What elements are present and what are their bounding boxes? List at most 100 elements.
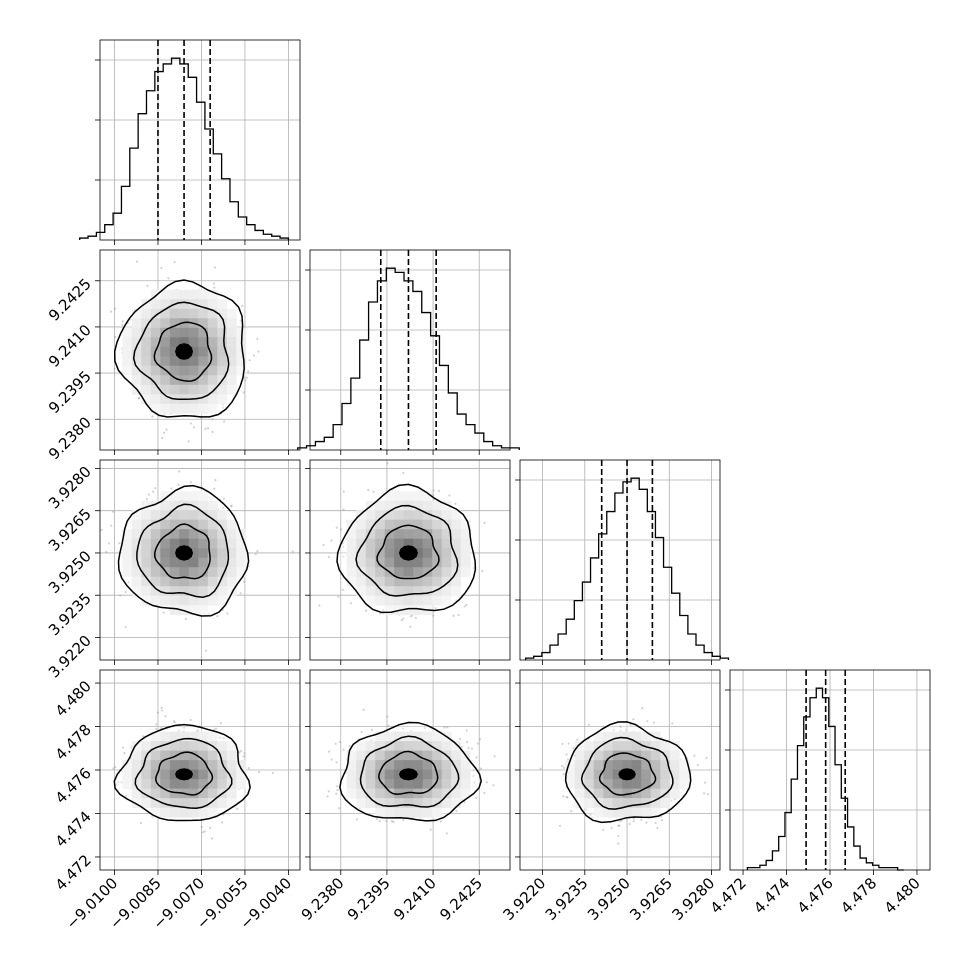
density-cell xyxy=(131,356,142,367)
density-cell xyxy=(150,807,161,818)
contour-line xyxy=(132,301,230,401)
density-cell xyxy=(413,491,424,502)
y-tick-label: 3.9280 xyxy=(45,463,95,513)
sample-point xyxy=(110,524,113,527)
density-cell xyxy=(432,731,443,742)
sample-point xyxy=(318,604,321,607)
density-cell xyxy=(451,576,462,587)
density-cell xyxy=(384,586,395,597)
sample-point xyxy=(222,813,225,816)
density-cell xyxy=(413,567,424,578)
density-cell xyxy=(188,750,199,761)
density-cell xyxy=(422,779,433,789)
sample-point xyxy=(119,594,122,597)
density-cell xyxy=(432,798,443,808)
density-cell xyxy=(150,318,161,329)
sample-point xyxy=(182,726,186,729)
density-cell xyxy=(356,519,367,530)
sample-point xyxy=(618,725,621,728)
density-cell xyxy=(131,741,142,751)
density-cell xyxy=(236,760,247,770)
density-cell xyxy=(160,394,171,405)
density-cell xyxy=(141,557,152,568)
density-cell xyxy=(207,510,218,521)
sample-point xyxy=(127,581,130,584)
density-cell xyxy=(460,519,471,530)
sample-point xyxy=(617,842,620,845)
density-cell xyxy=(650,769,661,780)
sample-point xyxy=(705,756,708,759)
density-cell xyxy=(603,769,614,780)
sample-point xyxy=(334,742,337,745)
density-cell xyxy=(179,779,190,789)
density-cell xyxy=(451,538,462,549)
density-cell xyxy=(169,529,180,540)
density-cell xyxy=(451,510,462,521)
density-cell xyxy=(603,731,614,742)
density-cell xyxy=(593,750,604,761)
sample-point xyxy=(485,781,488,784)
sample-point xyxy=(242,391,245,394)
density-cell xyxy=(451,586,462,597)
density-cell xyxy=(131,375,142,386)
density-cell xyxy=(432,576,443,587)
density-cell xyxy=(217,318,228,329)
density-cell xyxy=(122,548,133,559)
density-cell xyxy=(394,798,405,808)
density-cell xyxy=(403,576,414,587)
density-cell xyxy=(198,788,209,799)
panel-frame xyxy=(99,39,301,241)
sample-point xyxy=(566,758,570,761)
density-cell xyxy=(188,605,199,616)
density-cell xyxy=(451,760,462,770)
density-cell xyxy=(422,491,433,502)
sample-point xyxy=(617,824,620,827)
density-cell xyxy=(441,538,452,549)
density-cell xyxy=(179,741,190,751)
density-cell xyxy=(131,557,142,568)
density-cell xyxy=(413,741,424,751)
density-cell xyxy=(394,519,405,530)
density-cell xyxy=(169,403,180,414)
sample-point xyxy=(213,487,216,490)
density-cell xyxy=(432,595,443,606)
density-cell xyxy=(394,750,405,761)
density-cell xyxy=(169,519,180,530)
density-cell xyxy=(403,741,414,751)
density-cell xyxy=(236,356,247,367)
sample-point xyxy=(326,795,329,798)
density-cell xyxy=(375,750,386,761)
density-cell xyxy=(669,750,680,761)
density-cell xyxy=(150,576,161,587)
contour-core xyxy=(175,343,194,360)
density-cell xyxy=(198,356,209,367)
sample-point xyxy=(189,718,192,722)
sample-point xyxy=(124,625,127,629)
sample-point xyxy=(211,430,214,433)
density-cell xyxy=(179,750,190,761)
sample-point xyxy=(145,498,149,501)
x-tick-label: 4.472 xyxy=(707,874,750,917)
sample-point xyxy=(209,826,212,829)
sample-point xyxy=(693,754,696,757)
density-cell xyxy=(141,308,152,319)
density-cell xyxy=(441,779,452,789)
sample-point xyxy=(243,752,246,755)
density-cell xyxy=(622,807,633,818)
density-cell xyxy=(226,308,237,319)
density-cell xyxy=(641,760,652,770)
density-cell xyxy=(169,365,180,376)
sample-point xyxy=(121,746,125,749)
density-cell xyxy=(141,327,152,338)
density-cell xyxy=(131,346,142,357)
sample-point xyxy=(445,832,448,835)
density-cell xyxy=(432,741,443,751)
density-cell xyxy=(141,529,152,540)
density-cell xyxy=(365,750,376,761)
density-cell xyxy=(131,337,142,348)
sample-point xyxy=(172,720,176,723)
density-cell xyxy=(179,327,190,338)
density-cell xyxy=(432,788,443,799)
density-cell xyxy=(141,567,152,578)
sample-point xyxy=(216,615,219,618)
